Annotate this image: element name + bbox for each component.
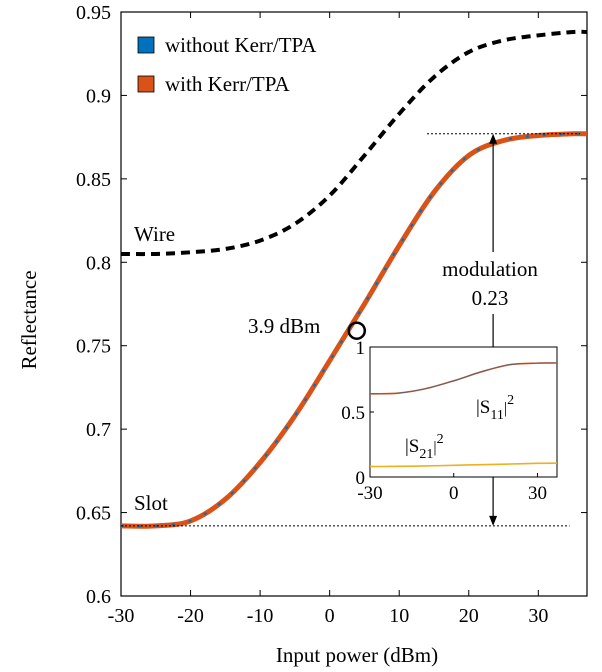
legend-label-without: without Kerr/TPA [165,33,317,57]
main-ticks: -30 -20 -10 0 10 20 300.60.650.70.750.80.850.9… [76,2,587,627]
x-tick-label: 30 [528,605,548,627]
inset-background [369,346,558,478]
y-tick-label: 0.85 [76,169,111,191]
y-tick-label: 0.9 [86,85,111,107]
modulation-arrowhead-down [489,515,498,526]
main-axes-frame [120,11,588,597]
inset-y-tick-label: 0 [356,468,366,489]
modulation-value: 0.23 [472,286,509,310]
x-tick-label: -10 [247,605,274,627]
inset-x-tick-label: 30 [528,483,547,504]
y-tick-label: 0.8 [86,252,111,274]
modulation-arrowhead-up [489,133,498,144]
inset-frame [369,346,558,478]
y-tick-label: 0.75 [76,336,111,358]
x-axis-label: Input power (dBm) [276,643,438,667]
x-tick-label: -20 [177,605,204,627]
legend-swatch-without [137,36,155,54]
y-axis-label: Reflectance [17,270,41,369]
y-tick-label: 0.95 [76,2,111,24]
inset-x-tick-label: -30 [357,483,382,504]
slot-label: Slot [134,491,168,515]
inset-series [369,362,558,468]
x-tick-label: 20 [459,605,479,627]
inset-s11-label: |S11|2 [476,393,514,423]
y-tick-label: 0.7 [86,419,111,441]
inset-series-s21 [369,462,558,468]
main-series [120,29,588,529]
x-tick-label: 0 [325,605,335,627]
legend-swatch-with [137,75,155,93]
wire-label: Wire [134,222,175,246]
inset-y-tick-label: 0.5 [341,403,365,424]
inset-s21-label: |S21|2 [405,432,444,462]
series-without-kerr [120,132,588,528]
y-tick-label: 0.6 [86,586,111,608]
modulation-label: modulation [442,257,538,281]
inset-series-s11-overlay [369,362,558,395]
series-wire [120,29,588,257]
inset-y-tick-label: 1 [356,338,366,359]
x-tick-label: 10 [389,605,409,627]
main-plot-area [120,11,588,597]
y-tick-label: 0.65 [76,503,111,525]
inset-x-tick-label: 0 [449,483,459,504]
legend: without Kerr/TPA with Kerr/TPA [137,33,317,96]
x-tick-label: -30 [108,605,135,627]
point-label: 3.9 dBm [248,314,320,338]
legend-label-with: with Kerr/TPA [165,72,290,96]
operating-point-marker [347,321,367,340]
